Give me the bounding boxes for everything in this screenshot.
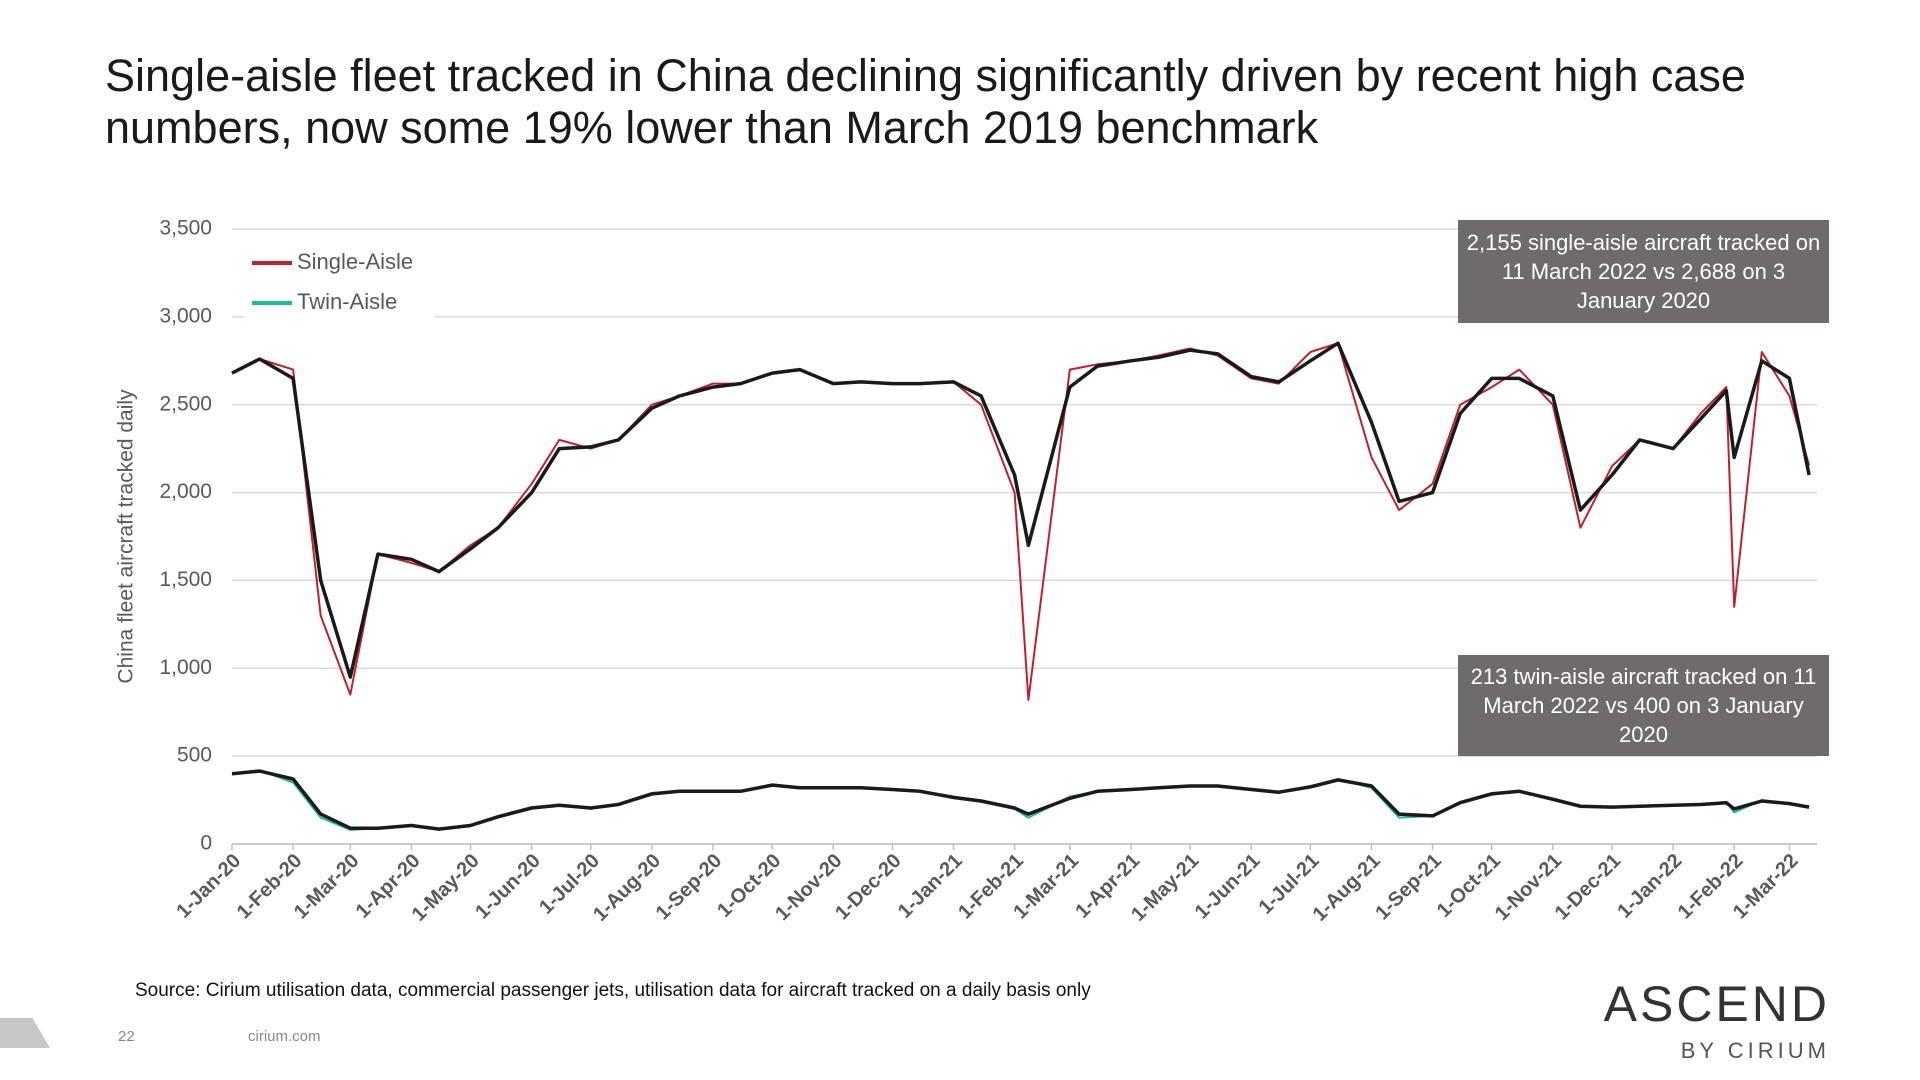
series-line — [231, 341, 1811, 679]
y-tick-label: 2,000 — [159, 480, 212, 503]
source: Source: Cirium utilisation data, commerc… — [135, 980, 1091, 1001]
page-number: 22 — [118, 1028, 135, 1045]
x-tick-label: 1-Jun-20 — [471, 850, 545, 924]
annotation: 213 twin-aisle aircraft tracked on 11 Ma… — [1458, 655, 1829, 756]
x-tick-label: 1-Jun-21 — [1191, 850, 1265, 924]
x-tick-label: 1-Jan-20 — [172, 850, 245, 923]
y-tick-label: 0 — [200, 832, 212, 855]
legend-label: Single-Aisle — [297, 249, 413, 274]
y-tick-label: 1,000 — [159, 656, 212, 679]
x-tick-label: 1-Aug-20 — [589, 850, 665, 926]
logo-sub: BY CIRIUM — [1680, 1038, 1830, 1063]
logo: ASCEND — [1603, 976, 1830, 1032]
legend-label: Twin-Aisle — [297, 289, 397, 314]
x-tick-label: 1-Dec-21 — [1551, 850, 1626, 925]
y-tick-label: 1,500 — [159, 568, 212, 591]
x-tick-label: 1-Sep-21 — [1371, 850, 1446, 925]
series-line — [231, 769, 1810, 831]
series-line — [231, 342, 1811, 701]
y-axis-label: China fleet aircraft tracked daily — [115, 389, 138, 684]
title: Single-aisle fleet tracked in China decl… — [105, 50, 1746, 153]
x-tick-label: 1-Jan-22 — [1613, 850, 1686, 923]
x-tick-label: 1-Dec-20 — [831, 850, 906, 925]
x-tick-label: 1-Jan-21 — [894, 850, 967, 923]
y-tick-label: 2,500 — [159, 392, 212, 415]
x-tick-label: 1-Aug-21 — [1309, 850, 1385, 926]
website: cirium.com — [248, 1028, 321, 1045]
x-tick-label: 1-Sep-20 — [652, 850, 727, 925]
y-tick-label: 500 — [177, 744, 212, 767]
series-line — [231, 769, 1810, 831]
y-tick-label: 3,000 — [159, 304, 212, 327]
annotation: 2,155 single-aisle aircraft tracked on 1… — [1458, 220, 1829, 323]
y-tick-label: 3,500 — [159, 217, 212, 240]
